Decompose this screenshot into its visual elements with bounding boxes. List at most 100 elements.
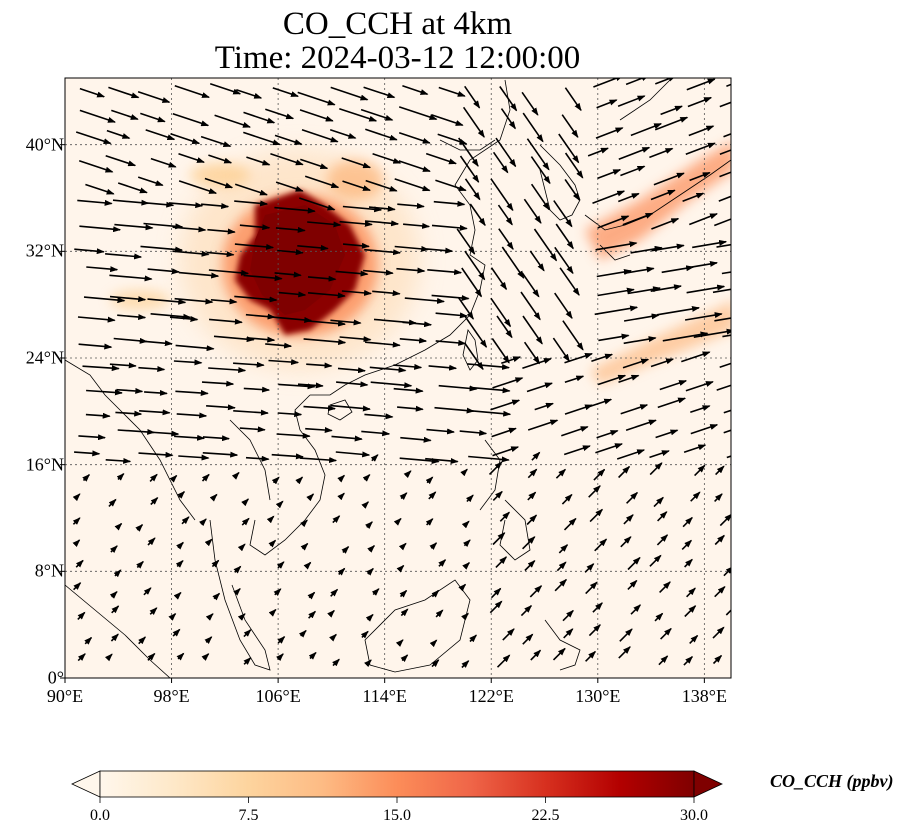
wind-arrow xyxy=(520,604,533,617)
wind-arrow xyxy=(402,85,429,95)
wind-arrow xyxy=(397,202,425,209)
colorbar-tick-label: 30.0 xyxy=(680,807,708,824)
wind-arrow xyxy=(299,457,338,464)
wind-arrow xyxy=(496,315,513,339)
wind-arrow xyxy=(231,471,240,480)
wind-arrow xyxy=(714,493,723,502)
wind-arrow xyxy=(526,382,553,393)
wind-arrow xyxy=(458,137,479,167)
wind-arrow xyxy=(497,204,513,226)
wind-arrow xyxy=(276,561,285,569)
wind-arrow xyxy=(620,404,649,415)
wind-arrow xyxy=(723,566,731,577)
wind-arrow xyxy=(688,125,715,137)
wind-arrow xyxy=(341,289,372,296)
x-tick-label: 106°E xyxy=(255,686,301,706)
wind-arrow xyxy=(210,298,238,305)
wind-arrow xyxy=(491,338,510,364)
wind-arrow xyxy=(489,600,503,614)
coastline-malay xyxy=(209,519,271,671)
wind-arrow xyxy=(178,271,220,279)
wind-arrow xyxy=(173,591,182,600)
wind-arrow xyxy=(564,375,585,384)
wind-arrow xyxy=(689,171,711,182)
wind-arrow xyxy=(77,653,86,662)
wind-arrow xyxy=(275,181,304,192)
wind-arrow xyxy=(233,587,241,596)
y-tick-label: 0° xyxy=(47,667,64,688)
wind-arrow xyxy=(104,653,113,662)
wind-arrow xyxy=(337,474,346,483)
wind-arrow xyxy=(617,95,646,107)
wind-arrow xyxy=(523,341,541,365)
wind-arrow xyxy=(398,160,431,173)
wind-arrow xyxy=(201,473,210,482)
wind-arrow xyxy=(425,476,434,485)
wind-arrow xyxy=(490,399,521,411)
wind-arrow xyxy=(655,429,679,439)
wind-arrow xyxy=(243,111,276,124)
wind-arrow xyxy=(588,485,601,498)
wind-arrow xyxy=(337,567,346,576)
wind-arrow xyxy=(403,222,431,229)
wind-arrow xyxy=(556,561,567,572)
wind-arrow xyxy=(552,337,570,363)
wind-arrow xyxy=(627,286,661,295)
wind-arrow xyxy=(337,492,345,501)
wind-arrow xyxy=(431,113,464,126)
wind-arrow xyxy=(274,206,316,214)
wind-arrow xyxy=(339,220,373,227)
wind-arrow xyxy=(75,559,84,568)
wind-arrow xyxy=(562,320,584,351)
wind-arrow xyxy=(651,243,685,252)
wind-arrow xyxy=(237,543,246,552)
wind-arrow xyxy=(113,569,122,578)
wind-arrow xyxy=(270,153,304,166)
wind-arrow xyxy=(533,228,558,262)
wind-arrow xyxy=(169,474,178,483)
wind-arrow xyxy=(716,384,731,391)
wind-arrow xyxy=(492,532,506,546)
wind-arrow xyxy=(426,247,454,254)
wind-arrow xyxy=(241,498,250,507)
y-tick-label: 8°N xyxy=(34,560,64,581)
wind-arrow xyxy=(527,468,538,479)
wind-arrow xyxy=(109,590,118,599)
wind-arrow xyxy=(140,112,166,123)
wind-arrow xyxy=(622,212,654,226)
chart-subtitle: Time: 2024-03-12 12:00:00 xyxy=(214,40,581,76)
wind-arrow xyxy=(237,613,246,621)
wind-arrow xyxy=(176,412,208,419)
wind-arrow xyxy=(596,99,618,109)
wind-arrow xyxy=(683,655,694,666)
wind-arrow xyxy=(307,320,346,327)
wind-arrow xyxy=(694,464,706,477)
wind-arrow xyxy=(522,536,536,550)
wind-arrow xyxy=(175,389,209,396)
wind-arrow xyxy=(150,496,159,506)
wind-arrow xyxy=(524,559,536,572)
wind-arrow xyxy=(492,151,509,174)
wind-arrow xyxy=(630,122,663,137)
wind-arrow xyxy=(686,78,716,91)
coastline-vietnam xyxy=(249,394,326,556)
wind-arrow xyxy=(620,165,646,177)
wind-arrow xyxy=(719,362,731,368)
wind-arrow xyxy=(85,412,111,419)
wind-arrow xyxy=(77,611,86,620)
wind-arrow xyxy=(206,404,236,411)
wind-arrow xyxy=(246,336,276,343)
wind-arrow xyxy=(77,199,113,206)
wind-arrow xyxy=(721,271,731,275)
coastline-hainan xyxy=(327,399,353,421)
wind-arrow xyxy=(596,268,632,278)
wind-arrow xyxy=(630,604,642,615)
wind-arrow xyxy=(435,609,444,618)
wind-arrow xyxy=(201,380,235,387)
wind-arrow xyxy=(233,409,269,416)
wind-arrow xyxy=(623,336,657,345)
wind-arrow xyxy=(295,476,304,485)
wind-arrow xyxy=(73,582,82,591)
wind-arrow xyxy=(361,430,391,437)
